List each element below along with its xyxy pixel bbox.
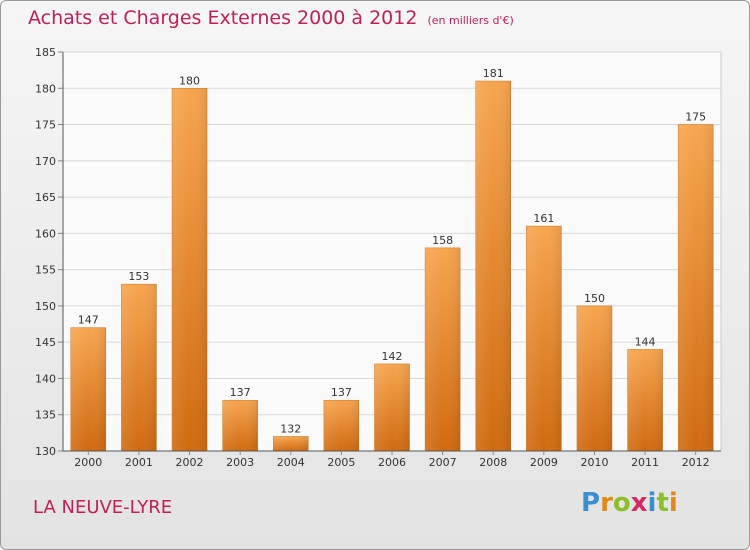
bar-shine bbox=[273, 436, 309, 451]
bar-value-label: 181 bbox=[483, 67, 504, 80]
y-tick-label: 165 bbox=[35, 191, 56, 204]
bar-shine bbox=[678, 124, 714, 451]
chart-title-text: Achats et Charges Externes 2000 à 2012 bbox=[28, 7, 418, 29]
bar-shine bbox=[576, 305, 612, 451]
y-tick-label: 185 bbox=[35, 46, 56, 59]
chart-title: Achats et Charges Externes 2000 à 2012 (e… bbox=[28, 7, 514, 29]
logo-letter: i bbox=[647, 488, 657, 518]
bar-value-label: 150 bbox=[584, 292, 605, 305]
x-tick-label: 2003 bbox=[226, 456, 254, 469]
bar-shine bbox=[323, 400, 359, 451]
logo-letter: P bbox=[581, 488, 601, 518]
x-tick-label: 2005 bbox=[327, 456, 355, 469]
x-tick-label: 2000 bbox=[74, 456, 102, 469]
x-tick-label: 2009 bbox=[530, 456, 558, 469]
bar-value-label: 137 bbox=[230, 386, 251, 399]
y-tick-label: 180 bbox=[35, 82, 56, 95]
bar-value-label: 142 bbox=[382, 350, 403, 363]
logo-letter: i bbox=[668, 488, 678, 518]
x-tick-label: 2011 bbox=[631, 456, 659, 469]
bar-value-label: 153 bbox=[128, 270, 149, 283]
bar-shine bbox=[172, 88, 208, 451]
logo-letter: r bbox=[600, 488, 613, 518]
chart-subtitle: (en milliers d'€) bbox=[427, 14, 514, 27]
bar-shine bbox=[121, 284, 157, 451]
logo-letter: x bbox=[630, 488, 648, 518]
y-tick-label: 155 bbox=[35, 264, 56, 277]
bar-shine bbox=[475, 81, 511, 451]
x-tick-label: 2010 bbox=[580, 456, 608, 469]
bar-shine bbox=[526, 226, 562, 451]
logo-letter: o bbox=[612, 488, 631, 518]
bar-value-label: 132 bbox=[280, 422, 301, 435]
y-tick-label: 170 bbox=[35, 155, 56, 168]
y-tick-label: 140 bbox=[35, 372, 56, 385]
bar-value-label: 158 bbox=[432, 234, 453, 247]
y-tick-label: 130 bbox=[35, 445, 56, 458]
x-tick-label: 2002 bbox=[176, 456, 204, 469]
x-tick-label: 2007 bbox=[429, 456, 457, 469]
bar-value-label: 137 bbox=[331, 386, 352, 399]
x-tick-label: 2004 bbox=[277, 456, 305, 469]
bar-shine bbox=[374, 363, 410, 451]
y-tick-label: 135 bbox=[35, 409, 56, 422]
bar-value-label: 175 bbox=[685, 111, 706, 124]
commune-name: LA NEUVE-LYRE bbox=[33, 497, 173, 518]
logo-letter: t bbox=[656, 488, 669, 518]
x-tick-label: 2008 bbox=[479, 456, 507, 469]
bar-value-label: 147 bbox=[78, 314, 99, 327]
bar-value-label: 161 bbox=[533, 212, 554, 225]
bar-value-label: 144 bbox=[635, 335, 656, 348]
bar-shine bbox=[70, 327, 106, 451]
bar-shine bbox=[222, 400, 258, 451]
x-tick-label: 2001 bbox=[125, 456, 153, 469]
x-tick-label: 2012 bbox=[682, 456, 710, 469]
bar-value-label: 180 bbox=[179, 74, 200, 87]
y-tick-label: 160 bbox=[35, 227, 56, 240]
x-tick-label: 2006 bbox=[378, 456, 406, 469]
y-tick-label: 150 bbox=[35, 300, 56, 313]
proxiti-logo: Proxiti bbox=[581, 488, 678, 518]
y-tick-label: 175 bbox=[35, 119, 56, 132]
bar-shine bbox=[627, 349, 663, 451]
y-tick-label: 145 bbox=[35, 336, 56, 349]
bar-shine bbox=[425, 247, 461, 451]
